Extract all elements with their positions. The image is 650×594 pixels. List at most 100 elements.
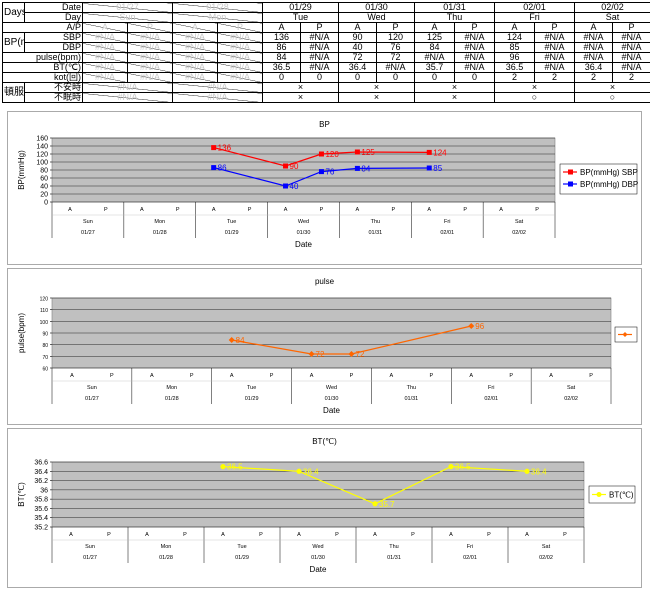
dbp-value: 86	[262, 42, 301, 53]
data-point	[426, 149, 432, 155]
data-label: 124	[433, 148, 447, 157]
x-slot-label: A	[449, 532, 453, 538]
x-date-label: 01/28	[165, 396, 179, 402]
pulse-chart-panel: pulse 60 70 80 90 100 110 120 pulse(bpm) A P Sun 01/…	[7, 268, 642, 425]
data-label: 36.4	[531, 467, 547, 476]
x-slot-label: P	[190, 373, 194, 379]
x-slot-label: A	[69, 532, 73, 538]
bt-chart: BT(℃) 35.2 35.4 35.6 35.8 36 36.2 36.4 36.6 BT(℃)…	[17, 437, 636, 574]
y-tick-label: 20	[40, 192, 48, 199]
kot-value: 0	[414, 72, 455, 83]
dbp-value: 85	[494, 42, 535, 53]
day-cell: Fri	[494, 12, 575, 23]
x-date-label: 01/29	[225, 230, 239, 236]
hidden-date: 01/27	[82, 2, 173, 13]
x-slot-label: P	[183, 532, 187, 538]
x-day-label: Sun	[87, 385, 97, 391]
legend-label: BP(mmHg) SBP	[580, 168, 638, 177]
hidden-cell: #N/A	[82, 82, 173, 93]
series-line	[231, 325, 472, 355]
hidden-cell: #N/A	[127, 72, 173, 83]
day-cell: Wed	[338, 12, 415, 23]
insomnia-label: 不眠時	[24, 92, 83, 103]
x-axis-label: Date	[310, 565, 327, 574]
kot-value: 0	[454, 72, 495, 83]
data-point	[348, 351, 355, 357]
x-slot-label: P	[463, 207, 467, 213]
y-tick-label: 120	[36, 152, 48, 159]
table-row: 不眠時 #N/A #N/A × × × ○ ○	[3, 92, 650, 103]
hidden-cell: #N/A	[127, 62, 173, 73]
x-day-label: Thu	[389, 544, 398, 550]
sbp-value: #N/A	[612, 32, 650, 43]
x-date-label: 02/02	[539, 555, 553, 561]
data-label: 120	[325, 150, 339, 159]
y-tick-label: 36	[40, 487, 48, 494]
date-label: Date	[24, 2, 83, 13]
sbp-value: #N/A	[454, 32, 495, 43]
hidden-cell: #N/A	[172, 82, 263, 93]
x-day-label: Wed	[298, 219, 309, 225]
x-slot-label: P	[259, 532, 263, 538]
bt-value: #N/A	[612, 62, 650, 73]
data-point	[318, 169, 324, 175]
x-slot-label: P	[391, 207, 395, 213]
kot-value: 2	[574, 72, 613, 83]
data-label: 125	[361, 148, 375, 157]
bt-value: 36.4	[574, 62, 613, 73]
data-point	[524, 468, 530, 474]
hidden-day: Mon	[172, 12, 263, 23]
bt-label: BT(℃)	[2, 62, 83, 73]
y-tick-label: 110	[40, 308, 48, 314]
x-slot-label: A	[310, 373, 314, 379]
x-date-label: 01/30	[311, 555, 325, 561]
data-label: 90	[290, 162, 299, 171]
pulse-value: 96	[494, 52, 535, 63]
hidden-cell: #N/A	[217, 72, 263, 83]
x-day-label: Sun	[83, 219, 93, 225]
data-label: 35.7	[379, 500, 395, 509]
data-label: 84	[236, 336, 245, 345]
bt-value: 35.7	[414, 62, 455, 73]
sbp-value: 124	[494, 32, 535, 43]
x-slot-label: A	[212, 207, 216, 213]
kot-value: 0	[300, 72, 339, 83]
x-day-label: Sat	[542, 544, 551, 550]
x-slot-label: P	[411, 532, 415, 538]
y-tick-label: 35.8	[34, 497, 48, 504]
x-date-label: 02/01	[484, 396, 498, 402]
x-slot-label: A	[68, 207, 72, 213]
hidden-cell: #N/A	[217, 42, 263, 53]
date-cell: 01/29	[262, 2, 339, 13]
x-slot-label: A	[70, 373, 74, 379]
x-slot-label: A	[469, 373, 473, 379]
x-day-label: Tue	[227, 219, 236, 225]
anxiety-mark: ×	[338, 82, 415, 93]
y-tick-label: 36.4	[34, 469, 48, 476]
vitals-table: DaysDate01/2701/2801/2901/3001/3102/0102…	[2, 2, 650, 103]
table-row: DBP #N/A #N/A #N/A #N/A 86 #N/A 40 76 84 #N/A 85 #N/…	[3, 42, 650, 53]
x-slot-label: P	[248, 207, 252, 213]
y-tick-label: 100	[36, 160, 48, 167]
y-tick-label: 80	[40, 168, 48, 175]
bp-chart-panel: BP 0 20 40 60 80 100 120 140 160 BP(mmHg) A P Sun 01/2…	[7, 111, 642, 265]
data-point	[318, 151, 324, 157]
hidden-date: 01/28	[172, 2, 263, 13]
pulse-value: 84	[262, 52, 301, 63]
hidden-cell: #N/A	[172, 62, 218, 73]
y-tick-label: 40	[40, 184, 48, 191]
data-label: 72	[316, 350, 325, 359]
anxiety-label: 不安時	[24, 82, 83, 93]
kot-value: 0	[262, 72, 301, 83]
dbp-value: 84	[414, 42, 455, 53]
x-day-label: Sun	[85, 544, 95, 550]
x-slot-label: A	[221, 532, 225, 538]
ap-cell: P	[612, 22, 650, 33]
dbp-value: 76	[376, 42, 415, 53]
x-axis-label: Date	[323, 406, 340, 415]
x-date-label: 02/01	[440, 230, 454, 236]
legend-label: BP(mmHg) DBP	[580, 180, 638, 189]
chart-title: BT(℃)	[312, 437, 337, 446]
y-axis-label: BT(℃)	[17, 482, 26, 507]
ap-label: A/P	[2, 22, 83, 33]
